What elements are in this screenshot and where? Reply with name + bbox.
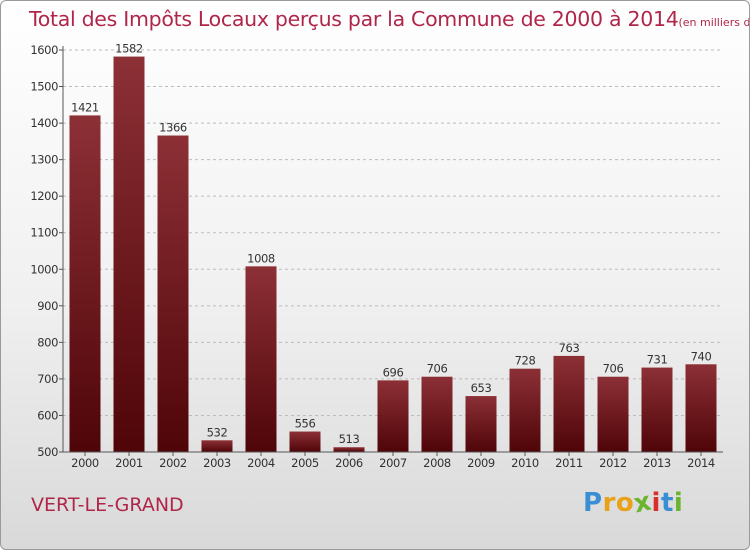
x-tick-label-2001: 2001 (115, 456, 143, 470)
x-tick-label-2008: 2008 (423, 456, 451, 470)
data-label-2003: 532 (207, 425, 228, 439)
y-tick-label: 500 (37, 445, 58, 459)
bar-2014 (685, 364, 717, 452)
y-tick-label: 1400 (30, 116, 58, 130)
x-tick-label-2005: 2005 (291, 456, 319, 470)
data-labels: 1421 1582 1366 532 1008 556 513 696 706 653 728 763… (71, 42, 712, 447)
data-label-2004: 1008 (247, 251, 275, 265)
bar-2013 (641, 367, 673, 452)
x-tick-label-2002: 2002 (159, 456, 187, 470)
chart-title-text: Total des Impôts Locaux perçus par la Co… (29, 7, 679, 31)
x-tick-label-2000: 2000 (71, 456, 99, 470)
bar-2008 (421, 376, 453, 452)
x-tick-label-2013: 2013 (643, 456, 671, 470)
logo-letter: i (651, 488, 661, 518)
x-tick-label-2004: 2004 (247, 456, 275, 470)
x-tick-label-2007: 2007 (379, 456, 407, 470)
y-tick-label: 900 (37, 299, 58, 313)
logo-letter: t (660, 488, 674, 518)
data-label-2008: 706 (427, 362, 448, 376)
bar-2004 (245, 266, 277, 452)
data-label-2009: 653 (471, 381, 492, 395)
y-tick-label: 1100 (30, 226, 58, 240)
bar-2012 (597, 376, 629, 452)
y-axis: 500 600 700 800 900 1000 1100 1200 1300 1400 1500 1… (30, 43, 64, 459)
x-tick-label-2012: 2012 (599, 456, 627, 470)
x-tick-label-2014: 2014 (687, 456, 715, 470)
bar-2011 (553, 355, 585, 452)
bar-2005 (289, 431, 321, 452)
bar-2009 (465, 396, 497, 452)
bars (69, 56, 717, 452)
y-tick-label: 1200 (30, 189, 58, 203)
x-tick-label-2010: 2010 (511, 456, 539, 470)
bar-2006 (333, 447, 365, 452)
x-tick-label-2009: 2009 (467, 456, 495, 470)
chart-title: Total des Impôts Locaux perçus par la Co… (29, 7, 750, 31)
x-tick-label-2003: 2003 (203, 456, 231, 470)
chart-unit: (en milliers d'€) (678, 16, 750, 29)
y-tick-label: 800 (37, 335, 58, 349)
bar-2000 (69, 115, 101, 452)
data-label-2005: 556 (295, 417, 316, 431)
data-label-2006: 513 (339, 432, 360, 446)
data-label-2001: 1582 (115, 42, 143, 56)
data-label-2014: 740 (691, 349, 712, 363)
x-tick-label-2006: 2006 (335, 456, 363, 470)
x-tick-label-2011: 2011 (555, 456, 583, 470)
commune-name: VERT-LE-GRAND (31, 494, 184, 516)
data-label-2013: 731 (647, 353, 668, 367)
logo-letter: r (602, 488, 616, 518)
logo-letter: i (673, 488, 684, 518)
logo-letter: o (615, 488, 635, 518)
bar-2007 (377, 380, 409, 452)
bar-2001 (113, 56, 145, 452)
data-label-2007: 696 (383, 365, 404, 379)
logo-letter: P (583, 488, 603, 518)
y-tick-label: 700 (37, 372, 58, 386)
data-label-2011: 763 (559, 341, 580, 355)
y-tick-label: 1300 (30, 153, 58, 167)
proxiti-logo: Proxiti (583, 487, 684, 520)
data-label-2000: 1421 (71, 100, 99, 114)
x-axis: 2000 2001 2002 2003 2004 2005 2006 2007 2008 2009… (63, 451, 723, 470)
bar-2003 (201, 440, 233, 452)
y-tick-label: 1000 (30, 262, 58, 276)
data-label-2012: 706 (603, 362, 624, 376)
y-tick-label: 600 (37, 408, 58, 422)
y-tick-label: 1600 (30, 43, 58, 57)
data-label-2002: 1366 (159, 121, 187, 135)
data-label-2010: 728 (515, 354, 536, 368)
bar-2010 (509, 368, 541, 452)
bar-2002 (157, 135, 189, 452)
y-tick-label: 1500 (30, 80, 58, 94)
